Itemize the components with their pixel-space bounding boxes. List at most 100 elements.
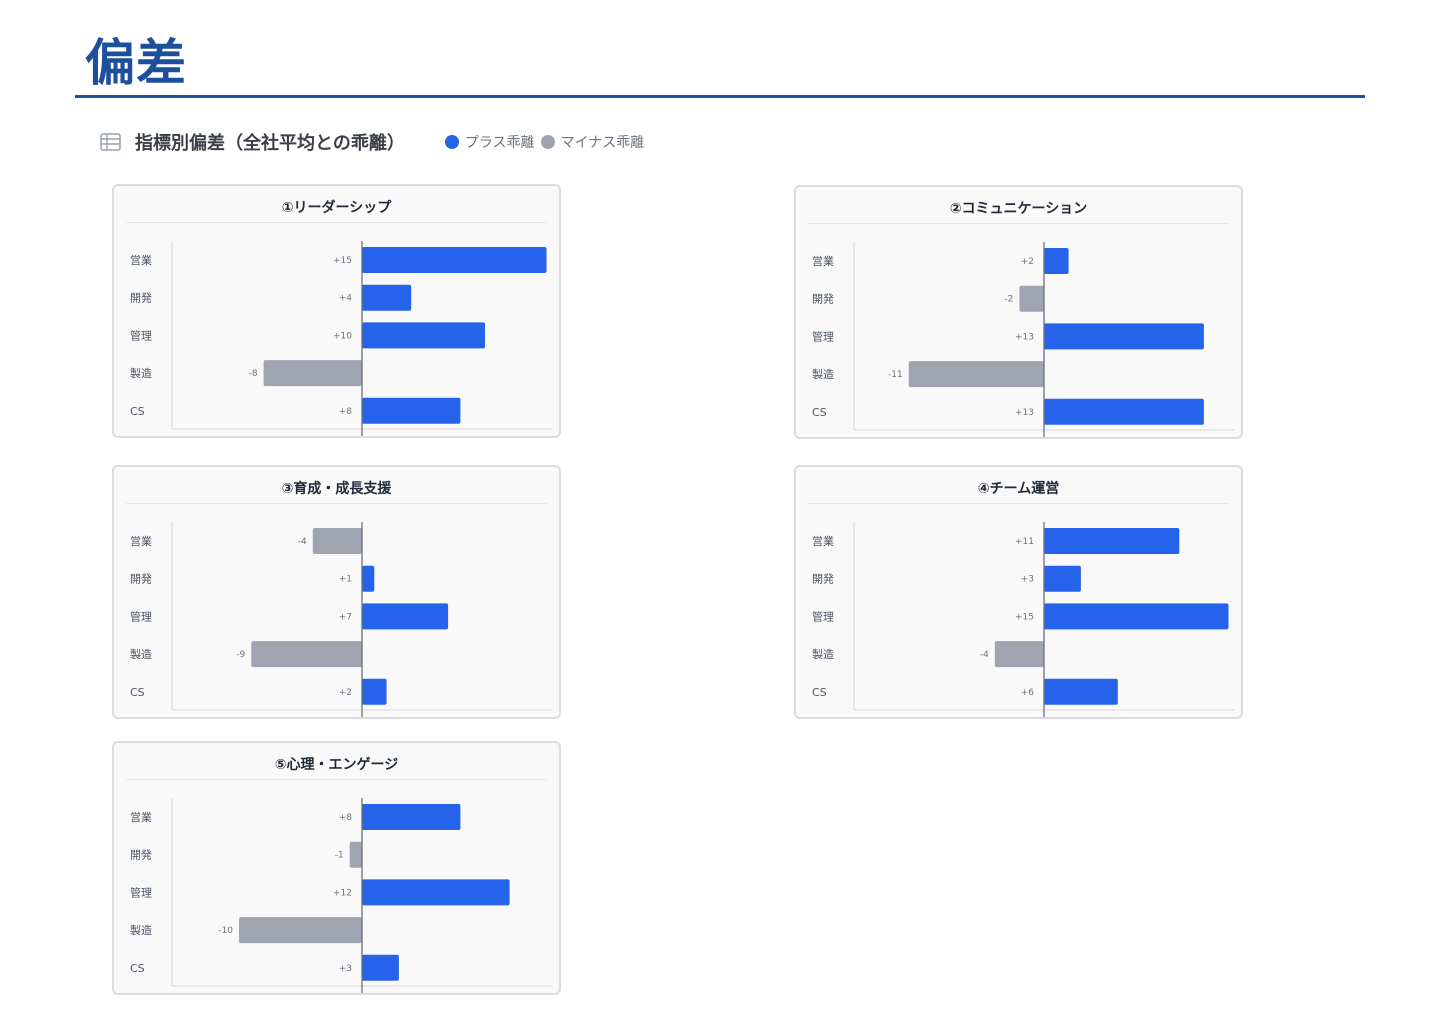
bar-3 [362, 603, 449, 630]
category-label: 開発 [812, 292, 834, 306]
category-label: 営業 [130, 253, 152, 267]
bar-1 [312, 528, 362, 554]
bar-2 [362, 565, 375, 592]
value-label: +8 [339, 407, 353, 417]
chart-card-leadership: ①リーダーシップ 営業 +15 開発 +4 管理 +10 製造 -8 CS +8 [112, 184, 561, 438]
chart-title: ①リーダーシップ [126, 196, 547, 223]
value-label: -9 [236, 650, 245, 660]
value-label: +2 [339, 688, 352, 698]
bar-1 [1044, 248, 1069, 274]
category-label: 製造 [130, 366, 152, 380]
chart-card-communication: ②コミュニケーション 営業 +2 開発 -2 管理 +13 製造 -11 CS +13 [794, 185, 1243, 439]
category-label: 営業 [130, 810, 152, 824]
category-label: 製造 [812, 647, 834, 661]
value-label: -11 [888, 370, 903, 380]
category-label: CS [812, 406, 827, 419]
bar-1 [362, 804, 461, 830]
category-label: 製造 [130, 647, 152, 661]
value-label: -10 [218, 926, 233, 936]
title-divider [75, 95, 1365, 98]
category-label: 管理 [130, 328, 152, 342]
bar-4 [239, 917, 362, 944]
category-label: 開発 [130, 291, 152, 305]
bar-3 [362, 322, 485, 349]
chart-plot: 営業 +8 開発 -1 管理 +12 製造 -10 CS +3 [130, 798, 552, 993]
category-label: 営業 [130, 534, 152, 548]
legend-dot-negative [540, 135, 555, 149]
chart-plot: 営業 +15 開発 +4 管理 +10 製造 -8 CS +8 [130, 241, 552, 436]
chart-title: ⑤心理・エンゲージ [126, 753, 547, 780]
bar-4 [908, 361, 1044, 388]
section-header: 指標別偏差（全社平均との乖離） プラス乖離 マイナス乖離 [100, 128, 650, 156]
value-label: +12 [333, 888, 352, 898]
chart-title: ③育成・成長支援 [126, 477, 547, 504]
bar-5 [1044, 398, 1204, 425]
chart-card-development-support: ③育成・成長支援 営業 -4 開発 +1 管理 +7 製造 -9 CS +2 [112, 465, 561, 719]
chart-plot: 営業 +11 開発 +3 管理 +15 製造 -4 CS +6 [812, 522, 1234, 717]
bar-5 [362, 954, 399, 981]
category-label: CS [130, 686, 145, 699]
chart-card-engagement: ⑤心理・エンゲージ 営業 +8 開発 -1 管理 +12 製造 -10 CS +3 [112, 741, 561, 995]
category-label: 開発 [130, 572, 152, 586]
category-label: CS [130, 962, 145, 975]
value-label: +2 [1021, 257, 1034, 267]
category-label: 製造 [812, 367, 834, 381]
value-label: +7 [339, 612, 352, 622]
bar-3 [362, 879, 510, 906]
bar-4 [994, 641, 1044, 668]
chart-title: ④チーム運営 [808, 477, 1229, 504]
category-label: 製造 [130, 923, 152, 937]
section-title: 指標別偏差（全社平均との乖離） [135, 133, 405, 154]
value-label: -2 [1004, 295, 1013, 305]
value-label: +10 [333, 331, 352, 341]
bar-4 [251, 641, 362, 668]
bar-4 [263, 360, 362, 387]
bar-2 [362, 284, 412, 311]
chart-plot: 営業 +2 開発 -2 管理 +13 製造 -11 CS +13 [812, 242, 1234, 437]
value-label: +13 [1015, 408, 1034, 418]
legend-item-negative: マイナス乖離 [540, 132, 645, 152]
value-label: +15 [1015, 612, 1034, 622]
chart-title: ②コミュニケーション [808, 197, 1229, 224]
chart-legend: プラス乖離 マイナス乖離 [444, 132, 650, 152]
value-label: +8 [339, 813, 353, 823]
bar-2 [1019, 285, 1044, 312]
bar-2 [349, 841, 362, 868]
category-label: 開発 [812, 572, 834, 586]
value-label: +3 [1021, 575, 1034, 585]
bar-5 [362, 678, 387, 705]
value-label: -4 [298, 537, 307, 547]
bar-5 [1044, 678, 1118, 705]
legend-label-negative: マイナス乖離 [560, 135, 645, 151]
value-label: +11 [1015, 537, 1034, 547]
legend-item-positive: プラス乖離 [444, 132, 535, 152]
value-label: +3 [339, 964, 352, 974]
bar-3 [1044, 603, 1229, 630]
category-label: CS [812, 686, 827, 699]
category-label: 管理 [812, 329, 834, 343]
value-label: -1 [335, 851, 344, 861]
category-label: CS [130, 405, 145, 418]
table-icon [100, 133, 121, 151]
value-label: -4 [980, 650, 989, 660]
bar-1 [362, 247, 547, 273]
value-label: +6 [1021, 688, 1035, 698]
value-label: +1 [339, 575, 352, 585]
chart-plot: 営業 -4 開発 +1 管理 +7 製造 -9 CS +2 [130, 522, 552, 717]
bar-3 [1044, 323, 1204, 350]
category-label: 管理 [130, 885, 152, 899]
bar-1 [1044, 528, 1180, 554]
chart-card-team-management: ④チーム運営 営業 +11 開発 +3 管理 +15 製造 -4 CS +6 [794, 465, 1243, 719]
page-title: 偏差 [85, 34, 187, 92]
value-label: +15 [333, 256, 352, 266]
legend-dot-positive [444, 135, 459, 149]
value-label: -8 [249, 369, 258, 379]
bar-2 [1044, 565, 1081, 592]
category-label: 営業 [812, 254, 834, 268]
category-label: 管理 [130, 609, 152, 623]
bar-5 [362, 397, 461, 424]
legend-label-positive: プラス乖離 [464, 135, 535, 151]
category-label: 管理 [812, 609, 834, 623]
category-label: 営業 [812, 534, 834, 548]
value-label: +4 [339, 294, 353, 304]
